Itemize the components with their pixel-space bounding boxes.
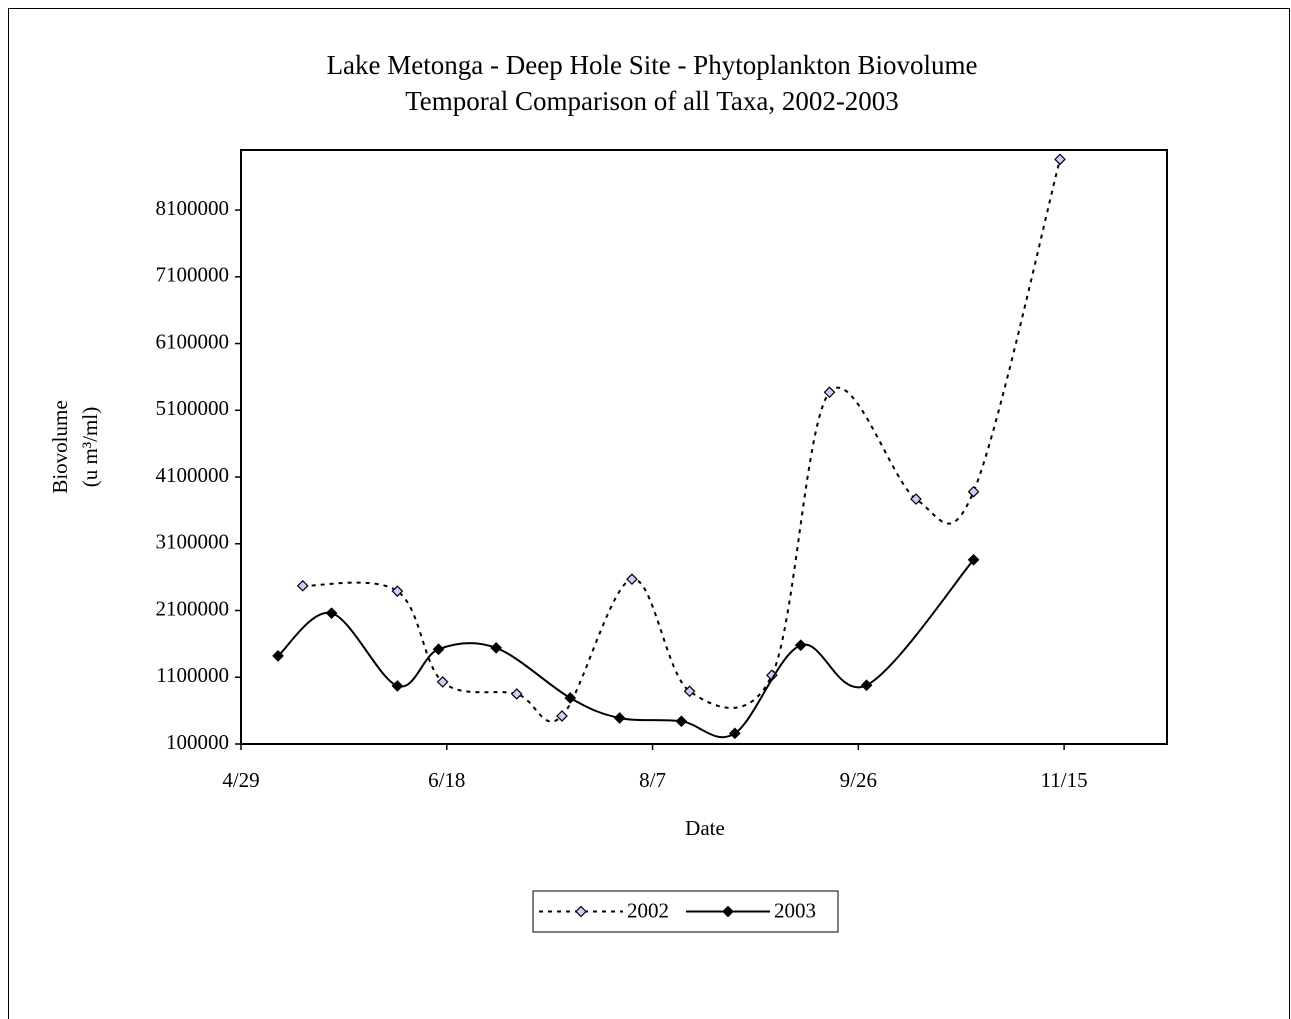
data-point <box>1054 153 1066 166</box>
x-axis-label: Date <box>685 816 725 840</box>
y-tick-label: 8100000 <box>156 196 230 220</box>
y-tick-label: 6100000 <box>156 329 230 353</box>
y-tick-label: 7100000 <box>156 263 230 287</box>
y-tick-label: 100000 <box>166 730 229 754</box>
legend-label: 2003 <box>774 898 816 922</box>
series-line <box>277 559 975 739</box>
data-point <box>675 715 688 728</box>
chart-title: Lake Metonga - Deep Hole Site - Phytopla… <box>327 50 978 80</box>
series-line <box>302 159 1061 723</box>
data-point <box>564 692 577 704</box>
y-tick-label: 5100000 <box>156 396 230 420</box>
data-point <box>683 685 696 698</box>
chart-border <box>8 8 1290 1019</box>
y-tick-label: 4100000 <box>156 463 230 487</box>
data-point <box>910 493 922 505</box>
chart-subtitle: Temporal Comparison of all Taxa, 2002-20… <box>405 86 899 116</box>
data-point <box>510 688 523 700</box>
data-point <box>860 679 873 692</box>
data-point <box>626 573 638 585</box>
data-point <box>729 727 741 740</box>
x-tick-label: 8/7 <box>639 768 666 792</box>
legend-label: 2002 <box>627 898 669 922</box>
data-point <box>967 485 980 498</box>
x-tick-label: 11/15 <box>1041 768 1088 792</box>
x-tick-label: 9/26 <box>840 768 877 792</box>
data-point <box>272 650 284 662</box>
data-point <box>823 386 836 399</box>
x-tick-label: 6/18 <box>428 768 465 792</box>
data-point <box>432 643 445 656</box>
data-point <box>794 639 807 652</box>
legend-marker <box>722 905 734 918</box>
x-tick-label: 4/29 <box>222 768 259 792</box>
data-point <box>967 553 980 566</box>
data-point <box>296 579 309 592</box>
data-point <box>391 680 404 692</box>
y-tick-label: 2100000 <box>156 596 230 620</box>
data-point <box>391 585 404 598</box>
y-axis-label: Biovolume <box>48 400 72 493</box>
data-point <box>436 676 449 688</box>
legend-marker <box>575 905 587 918</box>
y-axis-label-unit: (u m³/ml) <box>78 407 102 487</box>
data-point <box>325 607 338 620</box>
plot-area <box>240 149 1168 745</box>
data-point <box>556 710 568 722</box>
data-point <box>613 712 626 724</box>
y-tick-label: 3100000 <box>156 530 230 554</box>
y-tick-label: 1100000 <box>156 663 229 687</box>
data-point <box>490 642 503 654</box>
